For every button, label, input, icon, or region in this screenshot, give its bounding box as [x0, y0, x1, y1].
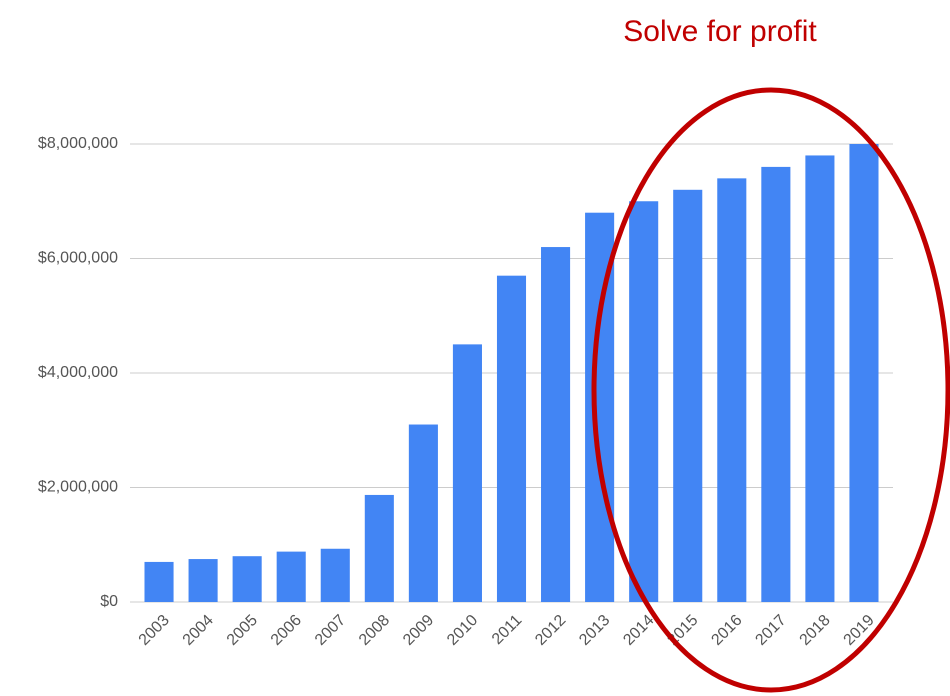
- y-tick-label: $8,000,000: [38, 135, 118, 152]
- x-tick-label: 2004: [180, 612, 217, 649]
- bar: [761, 166, 791, 602]
- bar: [629, 201, 659, 602]
- x-tick-label: 2005: [224, 612, 261, 649]
- bar: [232, 556, 262, 602]
- bar: [805, 155, 835, 602]
- x-tick-label: 2006: [268, 612, 305, 649]
- bar: [364, 494, 394, 602]
- y-tick-label: $6,000,000: [38, 250, 118, 267]
- bar: [717, 178, 747, 602]
- x-tick-label: 2018: [797, 612, 834, 649]
- x-tick-label: 2019: [841, 612, 878, 649]
- x-tick-label: 2014: [620, 612, 657, 649]
- x-tick-label: 2010: [444, 612, 481, 649]
- annotation: Solve for profit: [623, 15, 817, 48]
- x-tick-label: 2011: [489, 612, 525, 648]
- x-tick-label: 2009: [400, 612, 437, 649]
- bar: [673, 189, 703, 603]
- y-tick-label: $2,000,000: [38, 479, 118, 496]
- highlight-ellipse: [591, 87, 950, 693]
- bar: [496, 275, 527, 602]
- bar: [188, 559, 218, 602]
- y-tick-label: $0: [100, 593, 118, 610]
- bar: [408, 424, 438, 602]
- bar: [144, 561, 174, 602]
- x-tick-label: 2017: [752, 612, 789, 649]
- x-tick-label: 2007: [312, 612, 349, 649]
- x-tick-label: 2016: [708, 612, 745, 649]
- x-tick-label: 2015: [664, 612, 701, 649]
- x-tick-label: 2013: [576, 612, 613, 649]
- bar: [452, 344, 482, 602]
- bar: [541, 247, 571, 603]
- x-tick-label: 2003: [136, 612, 173, 649]
- y-tick-label: $4,000,000: [38, 364, 118, 381]
- x-tick-label: 2012: [532, 612, 569, 649]
- bar: [320, 548, 350, 602]
- bar: [849, 144, 879, 602]
- x-tick-label: 2008: [356, 612, 393, 649]
- bar: [276, 551, 306, 602]
